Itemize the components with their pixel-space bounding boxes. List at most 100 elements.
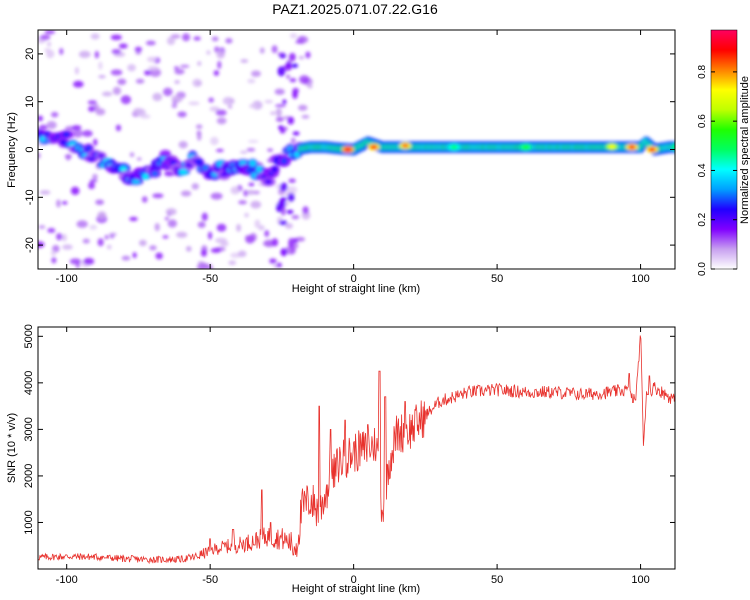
noise-blob (87, 100, 97, 105)
peak-core (628, 145, 636, 150)
noise-blob (171, 103, 178, 109)
noise-blob (127, 64, 136, 72)
noise-blob (163, 87, 173, 97)
noise-blob (174, 80, 180, 84)
noise-blob (88, 181, 95, 190)
noise-blob (180, 190, 192, 197)
snr-frame (37, 326, 676, 570)
noise-blob (213, 70, 220, 76)
noise-blob (284, 223, 293, 229)
x-tick-label: 50 (491, 273, 503, 285)
noise-blob (110, 69, 123, 76)
noise-blob (62, 244, 73, 250)
snr-series-line (38, 335, 675, 565)
noise-blob (277, 66, 286, 77)
noise-blob (56, 199, 61, 208)
noise-blob (70, 186, 80, 196)
noise-blob (38, 152, 41, 159)
y-tick-label: 5000 (23, 324, 35, 348)
noise-blob (195, 81, 203, 86)
noise-blob (92, 173, 98, 180)
noise-blob (97, 211, 107, 220)
noise-blob (270, 111, 276, 116)
noise-blob (298, 55, 305, 60)
peak-core (608, 144, 616, 149)
noise-blob (240, 59, 249, 63)
noise-blob (279, 128, 286, 134)
x-tick-label: -100 (56, 574, 78, 586)
noise-blob (196, 262, 209, 269)
peak-core (648, 147, 656, 152)
colorbar-gradient (710, 29, 738, 270)
noise-blob (149, 245, 157, 251)
noise-blob (278, 125, 284, 130)
noise-blob (197, 221, 206, 228)
x-tick-label: 100 (631, 273, 649, 285)
noise-blob (39, 34, 51, 40)
noise-blob (38, 241, 45, 248)
colorbar: 0.0 0.2 0.4 0.6 0.8 Normalized spectral ampl… (697, 29, 750, 276)
noise-blob (269, 258, 277, 264)
noise-blob (82, 130, 93, 137)
noise-blob (115, 124, 122, 132)
noise-blob (134, 46, 143, 53)
colorbar-label: Normalized spectral amplitude (739, 76, 750, 224)
noise-blob (61, 201, 68, 205)
noise-blob (152, 193, 164, 199)
noise-blob (201, 212, 208, 222)
y-tick-label: 3000 (23, 417, 35, 441)
y-tick-label: 20 (24, 48, 36, 60)
noise-blob (39, 190, 51, 195)
noise-blob (228, 260, 237, 266)
snr-panel: -100 -50 0 50 100 1000 2000 3000 4000 5000 Height… (6, 324, 676, 595)
noise-blob (94, 50, 100, 59)
noise-blob (274, 88, 285, 95)
noise-blob (210, 192, 223, 200)
noise-blob (264, 230, 270, 238)
ridge-core (293, 151, 300, 158)
ridge-core (151, 170, 159, 177)
noise-blob (247, 139, 259, 143)
noise-blob (209, 106, 220, 112)
noise-blob (141, 196, 148, 203)
ridge-core (85, 145, 92, 153)
noise-blob (177, 111, 187, 118)
colorbar-tick-label: 0.4 (697, 163, 708, 177)
ridge-core (119, 166, 127, 172)
noise-blob (271, 45, 278, 54)
noise-blob (271, 238, 279, 247)
colorbar-tick-label: 0.8 (697, 64, 708, 78)
noise-blob (302, 206, 309, 214)
noise-blob (140, 114, 151, 119)
spectrogram-xlabel: Height of straight line (km) (292, 283, 420, 295)
noise-blob (76, 220, 88, 228)
peak-core (450, 145, 458, 150)
snr-xlabel: Height of straight line (km) (292, 583, 420, 595)
y-tick-label: 0 (24, 146, 36, 152)
noise-blob (193, 36, 201, 41)
noise-blob (225, 37, 233, 44)
ridge-core (245, 166, 254, 174)
noise-blob (44, 48, 51, 52)
noise-blob (51, 257, 57, 264)
noise-blob (166, 36, 176, 46)
noise-blob (165, 208, 177, 216)
noise-blob (155, 252, 163, 260)
noise-blob (179, 64, 190, 68)
noise-blob (288, 238, 295, 248)
noise-blob (307, 84, 313, 89)
noise-blob (106, 244, 112, 250)
noise-blob (292, 90, 298, 99)
noise-blob (178, 141, 188, 149)
noise-blob (282, 99, 287, 105)
noise-blob (291, 63, 299, 68)
noise-blob (174, 68, 185, 75)
noise-blob (286, 209, 294, 215)
noise-blob (172, 95, 183, 103)
noise-blob (239, 150, 248, 154)
y-tick-label: 10 (24, 96, 36, 108)
noise-blob (285, 61, 292, 69)
noise-blob (216, 148, 224, 153)
